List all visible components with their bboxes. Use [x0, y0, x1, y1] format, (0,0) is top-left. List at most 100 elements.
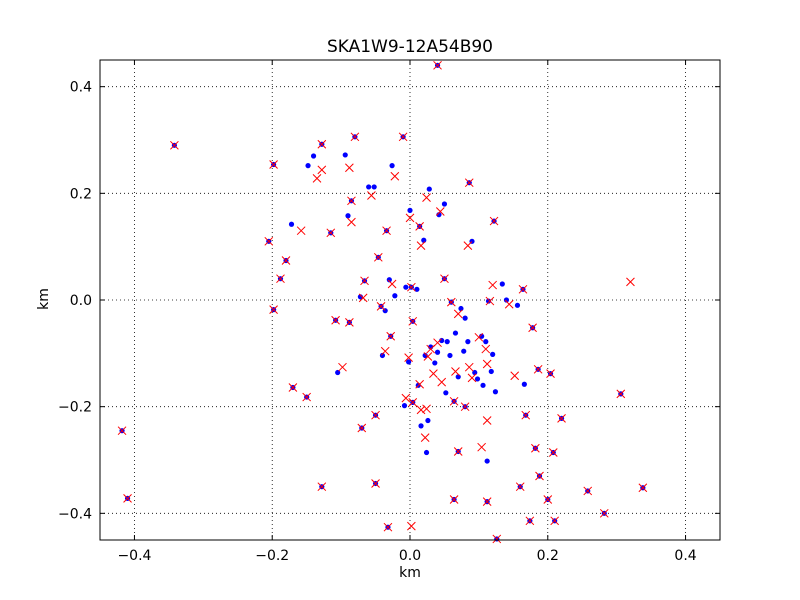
x-marker	[407, 521, 416, 531]
dot-marker	[366, 184, 372, 190]
dot-marker	[514, 302, 521, 308]
x-marker	[488, 280, 498, 290]
x-marker	[312, 174, 322, 183]
x-marker	[376, 302, 386, 311]
dot-marker	[499, 281, 505, 287]
dot-marker	[480, 382, 486, 388]
y-axis-label: km	[36, 288, 52, 310]
x-marker	[347, 217, 356, 227]
x-marker	[546, 369, 555, 378]
x-marker	[464, 178, 474, 188]
x-marker	[550, 516, 560, 526]
dot-marker	[288, 221, 295, 227]
dot-marker	[485, 298, 492, 304]
x-marker	[422, 193, 431, 202]
x-marker	[269, 160, 278, 169]
dot-marker	[418, 423, 424, 429]
x-marker	[170, 140, 179, 150]
dot-marker	[461, 348, 467, 354]
x-marker	[382, 226, 391, 236]
x-marker	[515, 482, 525, 492]
dot-marker	[465, 339, 471, 345]
dot-marker	[441, 201, 448, 207]
x-tick-label: −0.4	[117, 548, 151, 564]
x-marker	[449, 495, 459, 504]
dot-marker	[521, 381, 527, 387]
dot-marker	[357, 294, 363, 300]
dot-marker	[422, 352, 428, 359]
x-marker	[467, 373, 477, 383]
x-marker	[528, 323, 537, 333]
x-marker	[435, 207, 445, 216]
x-marker	[387, 279, 397, 289]
dot-marker	[483, 339, 489, 345]
dot-marker	[490, 351, 496, 357]
x-marker	[504, 299, 514, 309]
x-marker-series	[117, 60, 648, 544]
x-axis-label: km	[399, 565, 421, 581]
x-marker	[358, 293, 368, 303]
x-marker	[117, 426, 127, 436]
x-marker	[347, 196, 356, 206]
dot-marker	[392, 293, 398, 299]
x-marker	[302, 392, 312, 402]
x-marker	[453, 309, 463, 319]
y-tick-label: −0.4	[58, 506, 92, 522]
dot-marker	[492, 389, 499, 395]
x-marker	[367, 191, 376, 200]
dot-marker	[426, 186, 432, 192]
x-marker	[451, 367, 460, 376]
x-marker	[482, 497, 492, 506]
dot-marker	[371, 184, 377, 190]
y-tick-label: −0.2	[58, 400, 92, 416]
plot-frame	[99, 59, 721, 541]
x-tick-label: 0.0	[399, 548, 421, 564]
x-marker	[521, 410, 531, 420]
dot-marker	[479, 333, 485, 339]
x-marker	[510, 371, 520, 381]
x-marker	[386, 331, 396, 341]
x-marker	[380, 346, 390, 356]
x-marker	[446, 297, 456, 307]
dot-marker	[389, 163, 395, 169]
dot-marker	[386, 277, 392, 283]
x-marker	[481, 344, 491, 354]
x-tick-label: 0.4	[674, 548, 696, 564]
x-marker	[288, 383, 298, 392]
dot-marker	[414, 286, 420, 292]
x-marker	[383, 522, 393, 532]
x-marker	[345, 163, 354, 173]
dot-marker	[436, 212, 442, 218]
x-marker	[422, 404, 431, 414]
x-marker	[626, 277, 635, 287]
x-marker	[416, 241, 426, 250]
dot-marker	[310, 153, 317, 159]
chart-title: SKA1W9-12A54B90	[327, 37, 493, 57]
x-marker	[401, 393, 411, 403]
dot-marker	[458, 305, 464, 312]
x-marker	[338, 362, 347, 372]
dot-marker	[447, 352, 453, 359]
x-marker	[440, 274, 449, 284]
x-marker	[599, 508, 609, 518]
x-marker	[423, 352, 433, 361]
x-marker	[531, 443, 540, 453]
x-marker	[525, 516, 535, 526]
y-tick-label: 0.4	[70, 80, 92, 96]
x-marker	[543, 495, 553, 504]
dot-marker	[488, 368, 494, 375]
x-marker	[317, 165, 327, 175]
x-marker	[408, 398, 418, 407]
dot-marker	[452, 330, 459, 336]
dot-marker	[434, 349, 441, 355]
x-marker	[415, 222, 424, 231]
x-marker	[535, 471, 544, 481]
dot-marker	[401, 403, 408, 409]
x-marker	[557, 414, 566, 423]
x-marker	[405, 213, 415, 223]
x-marker	[326, 228, 336, 238]
axis-ticks	[100, 60, 720, 540]
x-marker	[398, 132, 408, 142]
x-marker	[533, 364, 543, 374]
x-marker	[360, 276, 369, 286]
